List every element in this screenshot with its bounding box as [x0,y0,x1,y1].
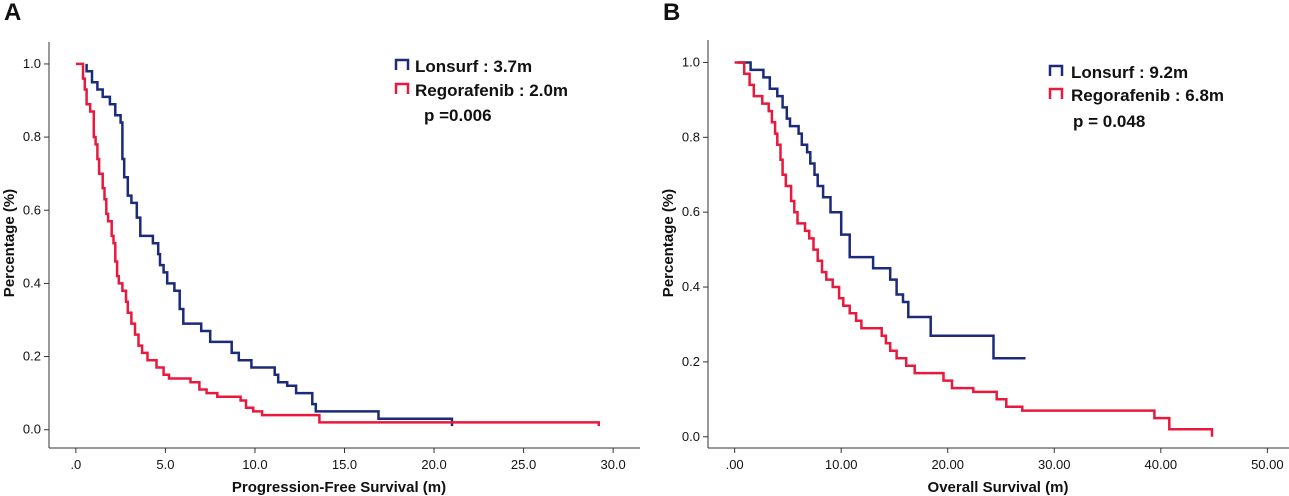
panel-b-ticks: .00 10.00 20.00 30.00 40.00 50.00 0.0 0.2 0.4 0.6… [682,54,1284,472]
panel-a-p-value: p =0.006 [424,106,492,125]
x-tick-label: 40.00 [1145,457,1178,472]
legend-label-lonsurf: Lonsurf : 9.2m [1071,63,1188,82]
panel-b-series-group [734,61,1214,437]
x-tick-label: 30.00 [1038,457,1071,472]
km-curve-lonsurf [85,63,454,427]
panel-a-x-axis-title: Progression-Free Survival (m) [232,479,446,496]
y-tick-label: 0.6 [682,204,700,219]
x-tick-label: 15.0 [332,457,357,472]
panel-b: B Overall Survival (m) Percentage (%) .0… [660,0,1289,496]
x-tick-label: 5.0 [156,457,174,472]
x-tick-label: 30.0 [600,457,625,472]
y-tick-label: 1.0 [682,54,700,69]
y-tick-label: 1.0 [23,56,41,71]
x-tick-label: 10.0 [242,457,267,472]
legend-label-regorafenib: Regorafenib : 2.0m [415,81,568,100]
km-curve-regorafenib [75,62,601,427]
x-tick-label: 10.00 [825,457,858,472]
panel-a-letter: A [4,0,21,26]
y-tick-label: 0.2 [682,354,700,369]
x-tick-label: 20.00 [931,457,964,472]
legend-label-lonsurf: Lonsurf : 3.7m [415,57,532,76]
y-tick-label: 0.2 [23,349,41,364]
panel-b-letter: B [663,0,680,26]
panel-b-p-value: p = 0.048 [1073,112,1145,131]
y-tick-label: 0.0 [23,422,41,437]
panel-a-y-axis-title: Percentage (%) [1,189,18,297]
y-tick-label: 0.4 [23,275,41,290]
x-tick-label: 25.0 [511,457,536,472]
panel-b-x-axis-title: Overall Survival (m) [928,479,1069,496]
x-tick-label: 20.0 [421,457,446,472]
x-tick-label: 50.00 [1251,457,1284,472]
legend-swatch-lonsurf [1048,64,1064,76]
panel-a-series-group [75,62,601,427]
y-tick-label: 0.8 [23,129,41,144]
legend-swatch-regorafenib [394,82,410,94]
panel-a: A Progression-Free Survival (m) Percenta… [1,0,640,496]
y-tick-label: 0.8 [682,129,700,144]
panel-b-y-axis-title: Percentage (%) [660,189,677,297]
panel-b-legend: Lonsurf : 9.2m Regorafenib : 6.8m [1048,63,1224,105]
y-tick-label: 0.4 [682,279,700,294]
panel-a-legend: Lonsurf : 3.7m Regorafenib : 2.0m [394,57,568,100]
legend-swatch-regorafenib [1048,87,1064,99]
legend-label-regorafenib: Regorafenib : 6.8m [1071,86,1224,105]
km-curve-regorafenib [734,61,1214,437]
km-curve-lonsurf [737,61,1026,360]
y-tick-label: 0.0 [682,429,700,444]
x-tick-label: .00 [726,457,744,472]
x-tick-label: .0 [70,457,81,472]
y-tick-label: 0.6 [23,202,41,217]
panel-a-ticks: .0 5.0 10.0 15.0 20.0 25.0 30.0 0.0 0.2 0.4 0.6 0.8… [23,56,626,472]
legend-swatch-lonsurf [394,58,410,70]
